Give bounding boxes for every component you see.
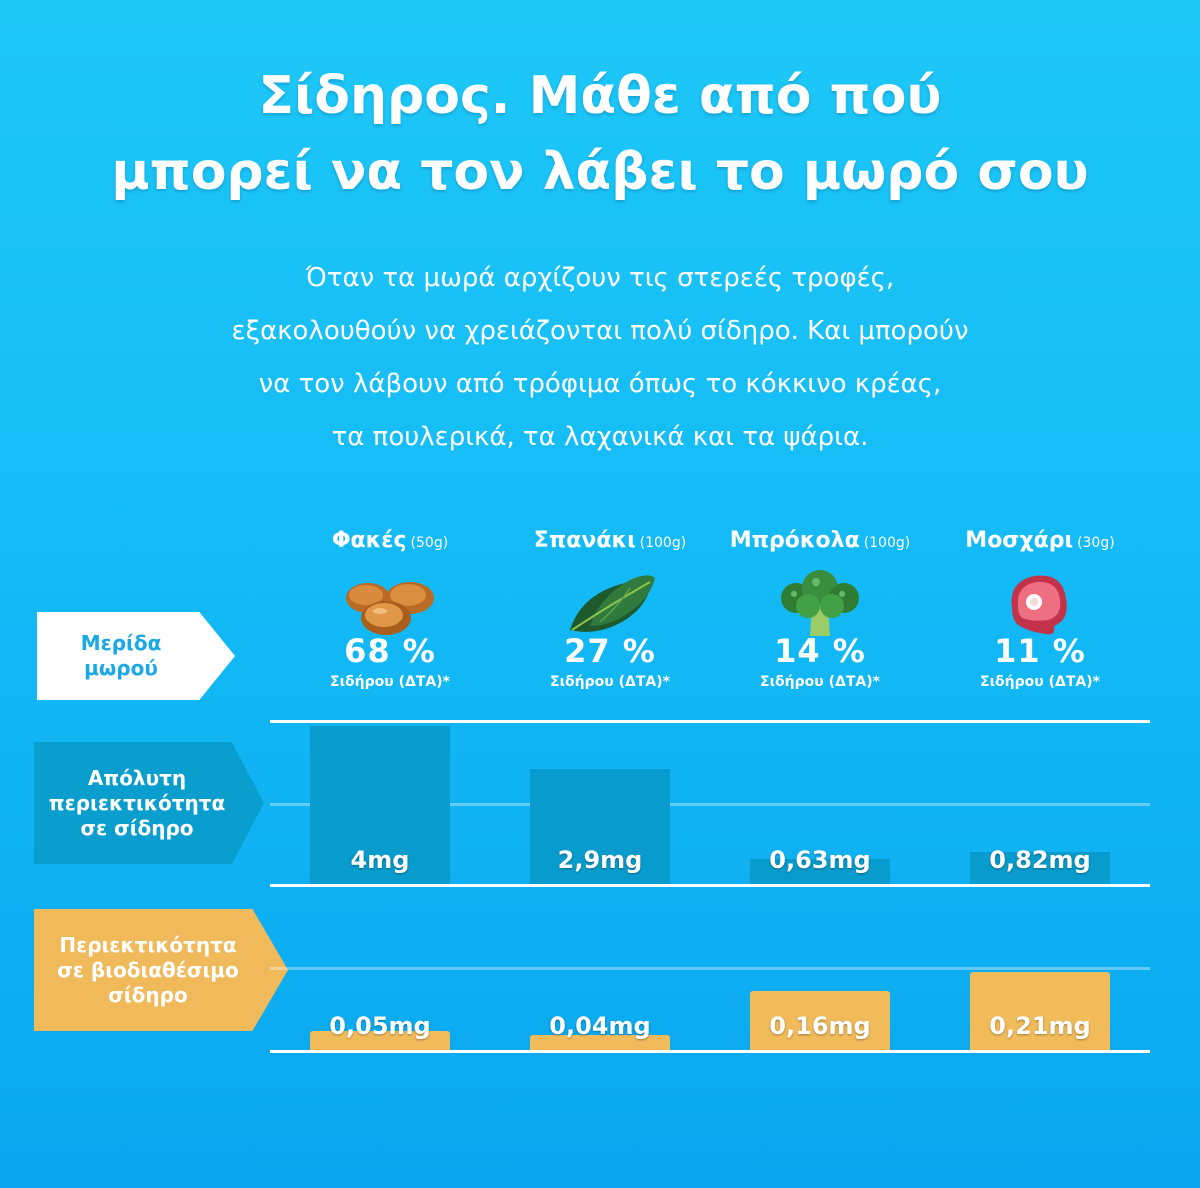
iron-percentage: 27 % — [564, 632, 656, 670]
food-name: Μπρόκολα (100g) — [700, 528, 940, 553]
food-portion-label: (100g) — [863, 535, 911, 551]
intro-line-4: τα πουλερικά, τα λαχανικά και τα ψάρια. — [331, 422, 869, 452]
absolute-bar-2 — [750, 859, 890, 884]
food-name: Σπανάκι (100g) — [490, 528, 730, 553]
intro-line-3: να τον λάβουν από τρόφιμα όπως το κόκκιν… — [258, 369, 942, 399]
row-label-bio-line-1: Περιεκτικότητα — [59, 932, 237, 957]
title-line-2: μπορεί να τον λάβει το μωρό σου — [111, 142, 1089, 202]
row-label-absolute-iron: Απόλυτη περιεκτικότητα σε σίδηρο — [34, 742, 264, 864]
row-label-portion-line-2: μωρού — [84, 656, 158, 680]
food-name-label: Μοσχάρι — [965, 528, 1074, 553]
absolute-value-label-0: 4mg — [350, 846, 410, 874]
absolute-baseline — [270, 884, 1150, 887]
bio-value-label-3: 0,21mg — [989, 1012, 1091, 1040]
food-name: Μοσχάρι (30g) — [920, 528, 1160, 553]
food-name-label: Σπανάκι — [533, 528, 636, 553]
section-divider-top — [270, 720, 1150, 723]
bio-bar-3 — [970, 972, 1110, 1050]
iron-percentage-label: Σιδήρου (ΔΤΑ)* — [330, 674, 450, 690]
absolute-value-label-3: 0,82mg — [989, 846, 1091, 874]
spinach-icon — [570, 575, 655, 632]
iron-percentage: 14 % — [774, 632, 866, 670]
row-label-portion-line-1: Μερίδα — [80, 631, 162, 655]
iron-percentage: 68 % — [344, 632, 436, 670]
food-name: Φακές (50g) — [270, 528, 510, 553]
iron-percentage-label: Σιδήρου (ΔΤΑ)* — [550, 674, 670, 690]
food-portion-label: (50g) — [410, 535, 449, 551]
intro-paragraph: Όταν τα μωρά αρχίζουν τις στερεές τροφές… — [60, 252, 1140, 464]
broccoli-icon — [781, 570, 859, 636]
row-label-absolute-line-1: Απόλυτη — [87, 765, 187, 790]
bio-value-label-1: 0,04mg — [549, 1012, 651, 1040]
absolute-bar-3 — [970, 851, 1110, 884]
row-label-absolute-line-2: περιεκτικότητα — [48, 790, 226, 815]
absolute-value-label-2: 0,63mg — [769, 846, 871, 874]
food-name-label: Φακές — [331, 528, 407, 553]
bio-baseline — [270, 1050, 1150, 1053]
bio-bar-0 — [310, 1031, 450, 1050]
row-label-absolute-line-3: σε σίδηρο — [80, 815, 194, 840]
food-portion-label: (100g) — [639, 535, 687, 551]
food-name-label: Μπρόκολα — [729, 528, 860, 553]
absolute-value-label-1: 2,9mg — [557, 846, 643, 874]
intro-line-1: Όταν τα μωρά αρχίζουν τις στερεές τροφές… — [305, 263, 895, 293]
row-label-bioavailable-iron: Περιεκτικότητα σε βιοδιαθέσιμο σίδηρο — [34, 909, 288, 1031]
bio-bar-2 — [750, 990, 890, 1050]
food-portion-label: (30g) — [1077, 535, 1115, 551]
absolute-bar-0 — [310, 726, 450, 884]
lentils-icon — [346, 582, 434, 635]
bio-value-label-0: 0,05mg — [329, 1012, 431, 1040]
intro-line-2: εξακολουθούν να χρειάζονται πολύ σίδηρο.… — [231, 316, 969, 346]
title-line-1: Σίδηρος. Μάθε από πού — [258, 66, 942, 126]
absolute-gridline — [270, 803, 1150, 806]
page-title: Σίδηρος. Μάθε από πού μπορεί να τον λάβε… — [0, 58, 1200, 210]
iron-percentage-label: Σιδήρου (ΔΤΑ)* — [760, 674, 880, 690]
iron-percentage: 11 % — [994, 632, 1086, 670]
steak-icon — [1011, 575, 1067, 635]
row-label-bio-line-3: σίδηρο — [108, 982, 188, 1007]
absolute-bar-1 — [530, 769, 670, 884]
iron-percentage-label: Σιδήρου (ΔΤΑ)* — [980, 674, 1100, 690]
bio-value-label-2: 0,16mg — [769, 1012, 871, 1040]
bio-bar-1 — [530, 1035, 670, 1050]
bio-gridline — [270, 967, 1150, 970]
row-label-portion: Μερίδα μωρού — [37, 612, 235, 700]
row-label-bio-line-2: σε βιοδιαθέσιμο — [57, 957, 239, 982]
